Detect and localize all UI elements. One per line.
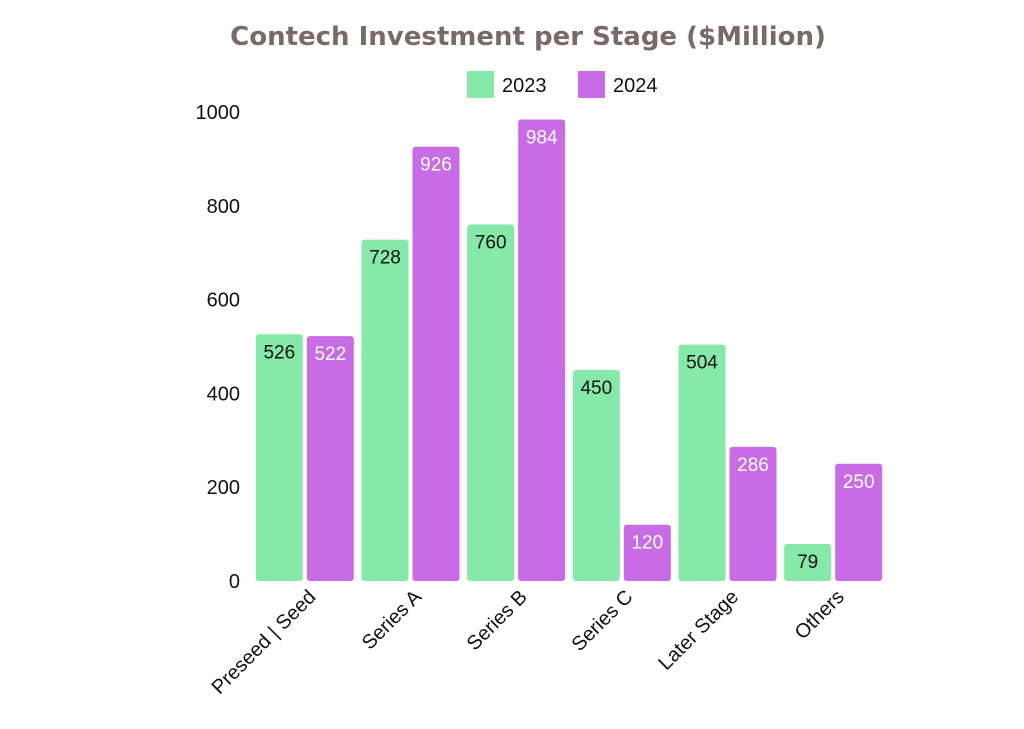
data-label-2024: 926 [420, 155, 452, 176]
bar-2024 [412, 146, 460, 581]
data-label-2023: 450 [580, 378, 612, 399]
bar-2024 [729, 446, 777, 581]
data-label-2024: 286 [737, 455, 769, 476]
x-tick-label: Later Stage [654, 586, 743, 675]
x-tick-label: Series C [568, 586, 638, 656]
y-tick-label: 600 [207, 290, 240, 312]
legend-swatch [467, 71, 494, 98]
y-tick-label: 0 [229, 571, 240, 593]
bar-2023 [678, 344, 726, 581]
y-axis: 0 200 400 600 800 1000 [196, 102, 241, 593]
bar-2023 [255, 334, 303, 581]
data-label-2024: 984 [526, 128, 558, 149]
bar-2023 [361, 239, 409, 581]
bar-2024 [623, 524, 671, 581]
legend: 2023 2024 [467, 71, 658, 98]
data-label-2023: 526 [263, 342, 295, 363]
x-tick-label: Others [791, 586, 849, 644]
x-tick-label: Series A [358, 586, 427, 655]
y-tick-label: 1000 [196, 102, 241, 124]
data-label-2023: 760 [475, 233, 507, 254]
bar-2024 [518, 119, 566, 581]
bar-2023 [784, 543, 832, 581]
y-tick-label: 200 [207, 477, 240, 499]
data-label-2023: 79 [797, 552, 818, 573]
legend-label: 2023 [502, 75, 547, 97]
bar-2024 [835, 463, 883, 581]
x-axis: Preseed | Seed Series A Series B Series C La… [208, 586, 849, 699]
y-tick-label: 800 [207, 196, 240, 218]
data-label-2024: 522 [314, 344, 346, 365]
bar-2023 [572, 369, 620, 581]
bar-2023 [467, 224, 515, 581]
legend-swatch [578, 71, 605, 98]
y-tick-label: 400 [207, 383, 240, 405]
x-tick-label: Series B [463, 586, 532, 655]
data-label-2024: 120 [631, 533, 663, 554]
chart-title: Contech Investment per Stage ($Million) [230, 22, 826, 52]
bar-2024 [306, 336, 354, 581]
legend-label: 2024 [613, 75, 658, 97]
bars: 526 522 728 926 760 984 450 120 504 286 79 250 [255, 119, 883, 581]
data-label-2024: 250 [843, 472, 875, 493]
data-label-2023: 728 [369, 248, 401, 269]
data-label-2023: 504 [686, 353, 718, 374]
x-tick-label: Preseed | Seed [208, 586, 321, 699]
